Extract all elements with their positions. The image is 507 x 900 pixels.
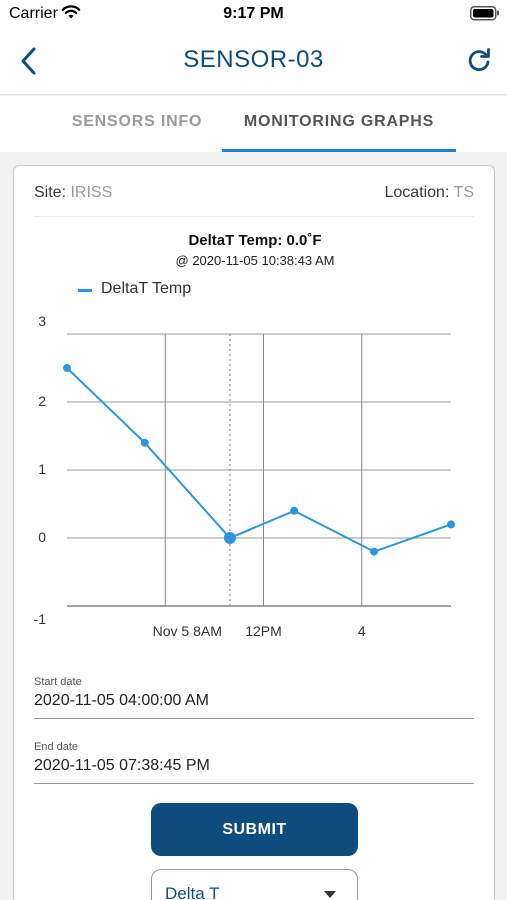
- series-line: [66, 367, 452, 553]
- carrier-label: Carrier: [9, 5, 58, 22]
- y-tick-label: 1: [38, 461, 46, 477]
- site-info: Site: IRISS: [34, 184, 112, 202]
- site-value: IRISS: [70, 184, 113, 201]
- metric-select[interactable]: Delta T: [151, 869, 358, 900]
- end-date-value[interactable]: 2020-11-05 07:38:45 PM: [34, 757, 210, 774]
- x-tick-label: Nov 5 8AM: [153, 623, 222, 639]
- tab-monitoring-graphs[interactable]: MONITORING GRAPHS: [243, 113, 435, 130]
- wifi-icon: [61, 5, 81, 19]
- line-chart[interactable]: 3 2 1 0 -1 Nov 5 8AM 12PM 4: [14, 306, 496, 651]
- site-location-row: Site: IRISS Location: TS: [34, 184, 474, 206]
- data-point: [290, 506, 299, 515]
- graph-card: Site: IRISS Location: TS DeltaT Temp: 0.…: [13, 165, 495, 900]
- location-label: Location:: [384, 184, 450, 201]
- data-point: [63, 364, 71, 372]
- y-tick-label: 2: [38, 393, 46, 409]
- active-tab-indicator: [222, 149, 456, 152]
- data-point: [447, 520, 455, 529]
- status-time: 9:17 PM: [223, 5, 284, 22]
- chart-title: DeltaT Temp: 0.0˚F: [188, 232, 322, 249]
- chevron-left-icon[interactable]: [16, 46, 42, 76]
- location-value: TS: [453, 184, 474, 201]
- submit-button[interactable]: SUBMIT: [151, 803, 358, 856]
- x-tick-label: 4: [358, 623, 366, 639]
- legend-label: DeltaT Temp: [101, 280, 192, 297]
- y-tick-label: 0: [38, 529, 46, 545]
- data-point: [140, 438, 149, 447]
- tab-bar: SENSORS INFO MONITORING GRAPHS: [0, 96, 507, 152]
- end-date-field[interactable]: End date 2020-11-05 07:38:45 PM: [34, 741, 474, 784]
- start-date-label: Start date: [34, 676, 82, 688]
- divider: [34, 216, 474, 217]
- end-date-label: End date: [34, 741, 79, 753]
- battery-icon: [470, 6, 499, 21]
- chart-subtitle: @ 2020-11-05 10:38:43 AM: [175, 253, 335, 268]
- refresh-icon[interactable]: [465, 46, 493, 74]
- start-date-value[interactable]: 2020-11-05 04:00:00 AM: [34, 692, 209, 709]
- page-title: SENSOR-03: [183, 46, 324, 73]
- y-tick-label: -1: [34, 611, 47, 627]
- highlighted-data-point: [223, 532, 236, 544]
- status-bar: Carrier 9:17 PM: [0, 0, 507, 30]
- metric-select-value: Delta T: [165, 884, 220, 900]
- location-info: Location: TS: [384, 184, 474, 202]
- data-point: [370, 547, 379, 556]
- tab-sensors-info[interactable]: SENSORS INFO: [71, 113, 203, 130]
- site-label: Site:: [34, 184, 67, 201]
- nav-bar: SENSOR-03: [0, 30, 507, 95]
- y-tick-label: 3: [38, 313, 46, 329]
- start-date-underline: [34, 718, 474, 719]
- end-date-underline: [34, 783, 474, 784]
- start-date-field[interactable]: Start date 2020-11-05 04:00:00 AM: [34, 676, 474, 719]
- legend-swatch: [78, 289, 92, 292]
- chevron-down-icon: [324, 891, 336, 898]
- x-tick-label: 12PM: [245, 623, 282, 639]
